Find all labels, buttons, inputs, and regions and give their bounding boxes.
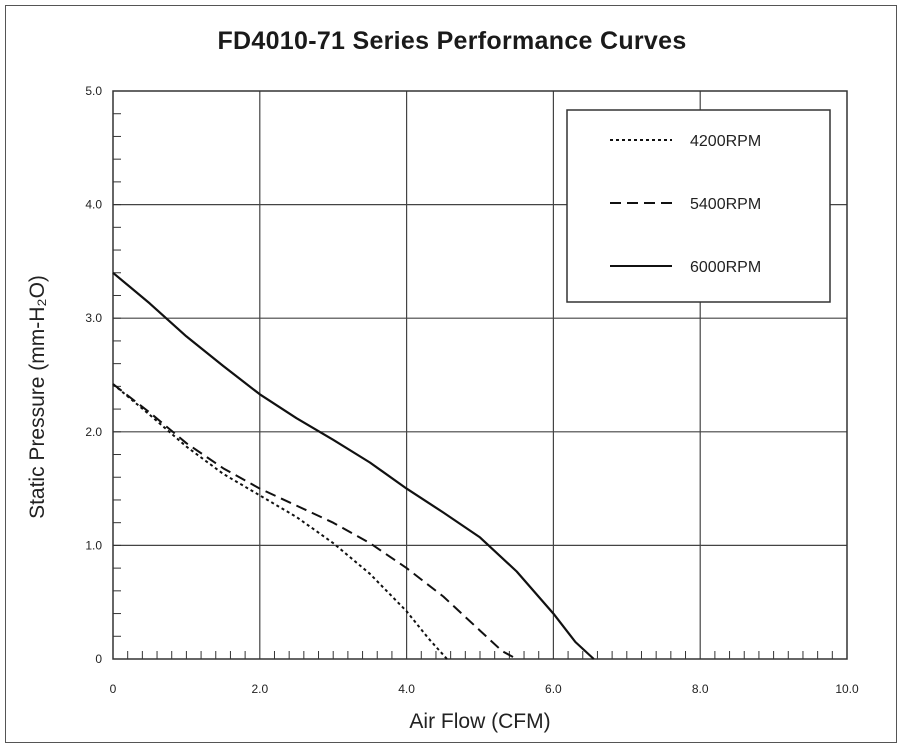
y-tick-label: 2.0 [85,425,102,439]
minor-ticks [113,90,833,660]
legend-label-5400rpm: 5400RPM [690,196,761,213]
legend: 4200RPM 5400RPM 6000RPM [566,109,831,303]
x-tick-label: 4.0 [398,682,415,696]
legend-box [566,109,831,303]
legend-label-6000rpm: 6000RPM [690,259,761,276]
series-lines [112,271,595,660]
y-tick-label: 0 [95,652,102,666]
series-line-5400rpm [112,383,518,660]
y-tick-label: 5.0 [85,84,102,98]
legend-label-4200rpm: 4200RPM [690,133,761,150]
grid [113,91,847,659]
series-line-4200rpm [112,383,448,660]
y-tick-label: 1.0 [85,538,102,552]
plot-area-border [112,90,848,660]
x-tick-label: 6.0 [545,682,562,696]
x-axis-title: Air Flow (CFM) [409,710,550,733]
series-line-6000rpm [112,271,595,660]
y-tick-label: 4.0 [85,198,102,212]
chart-title: FD4010-71 Series Performance Curves [217,27,687,55]
x-tick-label: 8.0 [692,682,709,696]
x-tick-label: 0 [110,682,117,696]
x-tick-label: 2.0 [251,682,268,696]
x-tick-label: 10.0 [835,682,859,696]
y-axis-title: Static Pressure (mm-H₂O) [26,275,49,519]
tick-labels: 0 2.0 4.0 6.0 8.0 10.0 0 1.0 2.0 3.0 4.0 5.0 [85,84,859,696]
y-tick-label: 3.0 [85,311,102,325]
